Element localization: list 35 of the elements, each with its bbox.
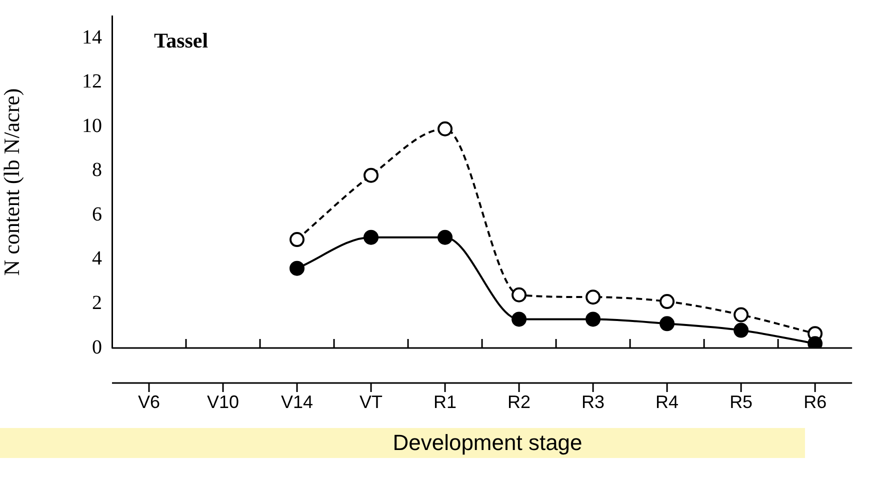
point: [438, 230, 453, 245]
text: Tassel: [154, 28, 208, 52]
x-tick-label: R3: [582, 392, 605, 412]
x-tick-label: V10: [206, 392, 240, 412]
point: [512, 287, 527, 302]
x-tick-label: VT: [360, 392, 383, 412]
x-tick-label: V14: [281, 392, 314, 412]
point: [364, 230, 379, 245]
point: [290, 260, 305, 276]
y-axis-title: N content (lb N/acre): [0, 88, 24, 276]
y-tick-label: 2: [92, 292, 102, 314]
point: [734, 322, 749, 338]
x-tick-label: R6: [804, 392, 827, 412]
point: [364, 168, 379, 183]
x-tick-label: V6: [138, 392, 160, 412]
point: [290, 232, 305, 248]
x-tick-label: R2: [508, 392, 531, 412]
y-tick-label: 12: [82, 70, 102, 93]
point: [660, 316, 675, 332]
x-tick-label: R1: [434, 392, 457, 412]
x-axis-title: Development stage: [0, 428, 805, 458]
y-tick-label: 0: [92, 336, 102, 358]
point: [438, 121, 453, 136]
x-tick-label: R4: [656, 392, 679, 412]
y-tick-label: 4: [92, 248, 102, 270]
point: [512, 312, 527, 327]
point: [586, 290, 601, 305]
point: [586, 312, 601, 327]
y-tick-label: 10: [82, 114, 102, 137]
point: [660, 294, 675, 310]
x-tick-label: R5: [730, 392, 753, 412]
y-tick-label: 6: [92, 203, 102, 226]
y-tick-label: 8: [92, 159, 102, 182]
point: [734, 307, 749, 322]
y-tick-label: 14: [82, 26, 102, 48]
